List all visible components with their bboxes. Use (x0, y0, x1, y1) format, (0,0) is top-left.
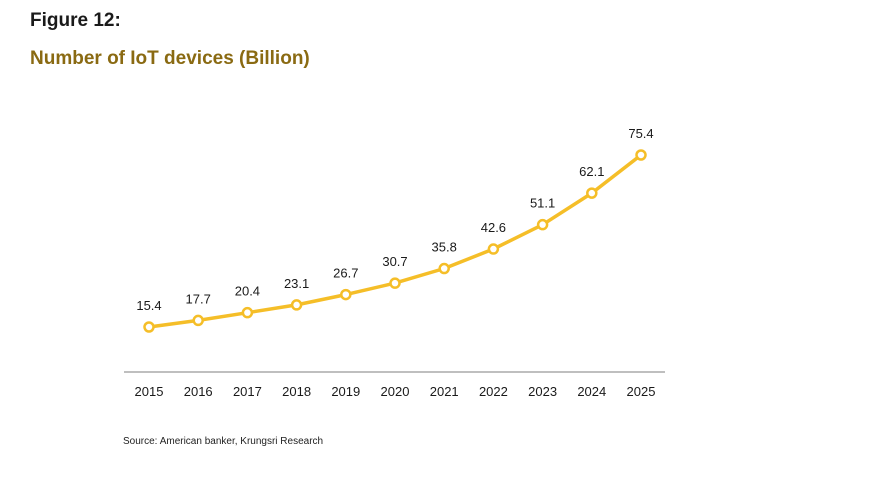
x-tick-labels-group: 2015 2016 2017 2018 2019 2020 2021 2022 2023 2024… (135, 384, 656, 399)
data-label-2018: 23.1 (284, 276, 309, 291)
data-point-2024 (586, 187, 598, 199)
data-label-2025: 75.4 (628, 126, 653, 141)
figure-title: Number of IoT devices (Billion) (30, 48, 310, 69)
data-label-2022: 42.6 (481, 220, 506, 235)
data-point-2022 (487, 243, 500, 255)
data-label-2016: 17.7 (186, 291, 211, 306)
x-tick-label-2024: 2024 (577, 384, 606, 399)
data-label-2021: 35.8 (432, 240, 457, 255)
data-label-2019: 26.7 (333, 266, 358, 281)
source-note: Source: American banker, Krungsri Resear… (123, 436, 324, 447)
x-tick-label-2021: 2021 (430, 384, 459, 399)
data-label-2020: 30.7 (382, 254, 407, 269)
x-tick-label-2022: 2022 (479, 384, 508, 399)
data-point-2023 (536, 218, 549, 231)
data-point-2021 (438, 262, 450, 275)
data-point-2020 (389, 277, 401, 289)
data-point-2018 (290, 299, 303, 311)
data-label-2015: 15.4 (136, 298, 161, 313)
data-point-2015 (143, 321, 155, 333)
markers-group (143, 149, 647, 333)
data-label-2023: 51.1 (530, 196, 555, 211)
x-tick-label-2025: 2025 (627, 384, 656, 399)
x-tick-label-2017: 2017 (233, 384, 262, 399)
x-tick-label-2018: 2018 (282, 384, 311, 399)
figure-label: Figure 12: (30, 10, 121, 31)
x-tick-label-2023: 2023 (528, 384, 557, 399)
data-label-2017: 20.4 (235, 284, 260, 299)
data-label-2024: 62.1 (579, 164, 604, 179)
data-labels-group: 15.4 17.7 20.4 23.1 26.7 30.7 35.8 42.6 51.1 62.1… (136, 126, 653, 313)
series-line (148, 153, 643, 329)
x-tick-label-2015: 2015 (135, 384, 164, 399)
data-point-2025 (635, 149, 647, 161)
data-point-2019 (340, 288, 352, 301)
data-point-2016 (192, 314, 204, 327)
x-tick-label-2016: 2016 (184, 384, 213, 399)
x-tick-label-2020: 2020 (381, 384, 410, 399)
data-point-2017 (241, 306, 254, 319)
x-tick-label-2019: 2019 (331, 384, 360, 399)
